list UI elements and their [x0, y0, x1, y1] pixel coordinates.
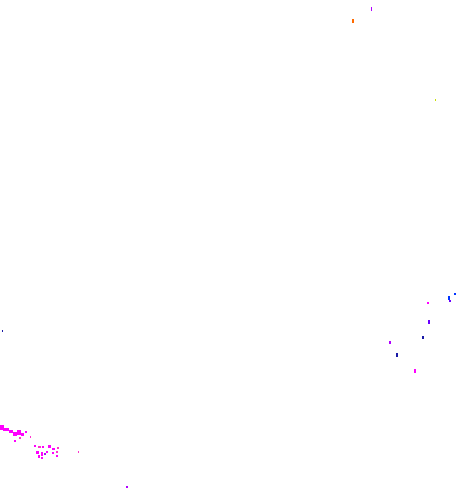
color-speck-37: [56, 455, 58, 457]
color-speck-26: [48, 445, 51, 448]
color-speck-5: [449, 300, 451, 302]
color-speck-13: [0, 425, 4, 430]
color-speck-3: [454, 293, 456, 295]
color-speck-17: [17, 430, 21, 435]
color-speck-23: [34, 445, 36, 447]
color-speck-29: [36, 451, 39, 454]
color-speck-34: [56, 451, 58, 453]
color-speck-10: [389, 341, 391, 344]
color-speck-18: [21, 433, 24, 436]
color-speck-25: [42, 446, 44, 448]
color-speck-11: [396, 353, 398, 357]
color-speck-6: [427, 302, 429, 304]
color-speck-22: [14, 440, 16, 442]
color-speck-38: [78, 451, 79, 453]
color-speck-33: [52, 452, 54, 454]
color-speck-28: [57, 447, 59, 449]
color-speck-30: [41, 452, 43, 456]
color-speck-0: [371, 7, 372, 11]
color-speck-7: [428, 320, 430, 324]
color-speck-32: [46, 451, 48, 453]
color-speck-24: [38, 446, 41, 448]
color-speck-4: [448, 296, 450, 300]
color-speck-39: [126, 486, 128, 488]
color-speck-20: [25, 431, 27, 433]
color-speck-19: [19, 437, 21, 439]
color-speck-15: [9, 430, 13, 433]
color-speck-27: [52, 448, 55, 450]
color-speck-36: [41, 457, 43, 459]
color-speck-1: [352, 19, 354, 23]
color-speck-9: [2, 330, 3, 332]
color-speck-35: [38, 455, 40, 458]
color-speck-8: [422, 336, 424, 339]
color-speck-21: [30, 436, 31, 438]
color-speck-31: [44, 453, 46, 455]
color-speck-14: [3, 428, 9, 431]
color-speck-12: [414, 369, 416, 373]
color-speck-16: [13, 432, 17, 436]
color-speck-2: [435, 99, 436, 101]
